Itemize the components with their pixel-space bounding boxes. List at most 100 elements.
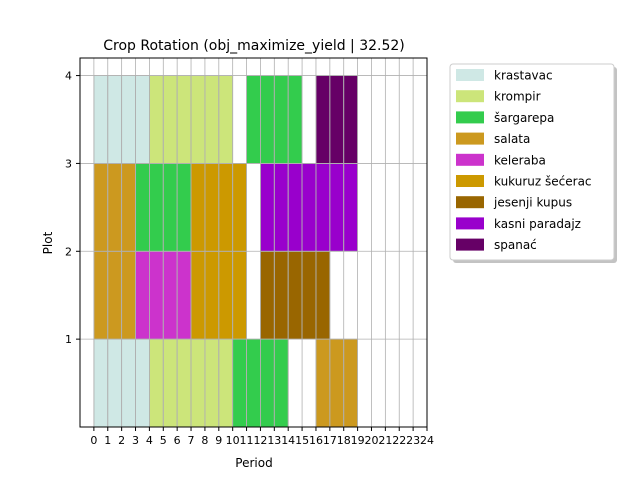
planting-cell <box>315 75 331 164</box>
legend-swatch <box>456 238 484 251</box>
legend-entry: kukuruz šećerac <box>456 175 592 189</box>
planting-bar <box>315 75 359 164</box>
x-tick-label: 2 <box>118 434 125 447</box>
planting-cell <box>343 338 359 428</box>
planting-cell <box>287 163 303 252</box>
planting-cell <box>121 250 136 340</box>
legend-swatch <box>456 132 484 145</box>
planting-cell <box>301 163 317 252</box>
chart-title: Crop Rotation (obj_maximize_yield | 32.5… <box>103 38 405 54</box>
legend-label: krastavac <box>494 69 553 83</box>
planting-cell <box>190 338 206 428</box>
planting-bar <box>315 338 359 428</box>
planting-bar <box>260 250 331 340</box>
legend-label: kukuruz šećerac <box>494 175 592 189</box>
planting-cell <box>343 75 359 164</box>
planting-cell <box>121 163 136 252</box>
planting-cell <box>273 75 289 164</box>
legend-label: spanać <box>494 238 537 252</box>
planting-cell <box>135 338 150 428</box>
planting-cell <box>162 75 178 164</box>
planting-cell <box>315 250 331 340</box>
planting-cell <box>93 250 109 340</box>
legend-entry: šargarepa <box>456 111 554 125</box>
x-axis-ticks: 0 1 2 3 4 5 6 7 8 9 10 11 12 13 14 15 16 17 18 19 20 21 22 23 24 <box>90 427 434 447</box>
legend-label: krompir <box>494 90 541 104</box>
planting-cell <box>260 163 275 252</box>
x-tick-label: 12 <box>253 434 267 447</box>
x-tick-label: 23 <box>406 434 420 447</box>
planting-cell <box>135 250 150 340</box>
planting-cell <box>176 163 192 252</box>
legend-entry: jesenji kupus <box>456 196 572 210</box>
planting-cell <box>135 163 150 252</box>
planting-cell <box>204 250 220 340</box>
planting-cell <box>218 338 234 428</box>
x-tick-label: 20 <box>364 434 378 447</box>
planting-cell <box>315 338 331 428</box>
planting-cell <box>190 75 206 164</box>
legend-swatch <box>456 217 484 230</box>
planting-cell <box>162 338 178 428</box>
x-tick-label: 6 <box>174 434 181 447</box>
planting-cell <box>121 338 136 428</box>
legend-label: šargarepa <box>494 111 554 125</box>
x-tick-label: 5 <box>160 434 167 447</box>
planting-cell <box>273 163 289 252</box>
y-tick-label: 3 <box>65 157 72 170</box>
legend-label: kasni paradajz <box>494 217 581 231</box>
planting-cell <box>204 163 220 252</box>
planting-cell <box>135 75 150 164</box>
legend-swatch <box>456 153 484 166</box>
planting-bar <box>246 75 303 164</box>
planting-bar <box>93 250 136 340</box>
x-tick-label: 18 <box>337 434 351 447</box>
x-tick-label: 1 <box>104 434 111 447</box>
planting-cell <box>260 338 275 428</box>
planting-cell <box>107 163 123 252</box>
x-tick-label: 0 <box>90 434 97 447</box>
planting-cell <box>148 163 164 252</box>
legend-entries: krastavac krompir šargarepa salata keleraba k… <box>456 69 592 252</box>
planting-cell <box>204 75 220 164</box>
planting-cell <box>301 250 317 340</box>
x-tick-label: 24 <box>420 434 434 447</box>
legend-swatch <box>456 69 484 81</box>
planting-bar <box>135 250 192 340</box>
legend-entry: krastavac <box>456 69 553 83</box>
planting-cell <box>329 163 345 252</box>
legend-swatch <box>456 196 484 209</box>
planting-cell <box>162 250 178 340</box>
legend-entry: krompir <box>456 90 541 104</box>
planting-cell <box>93 338 109 428</box>
x-tick-label: 8 <box>201 434 208 447</box>
planting-cell <box>218 75 234 164</box>
x-tick-label: 3 <box>132 434 139 447</box>
planting-cell <box>273 338 289 428</box>
x-tick-label: 22 <box>392 434 406 447</box>
planting-cell <box>232 338 247 428</box>
legend-entry: salata <box>456 132 530 146</box>
planting-cell <box>232 250 247 340</box>
planting-cell <box>218 163 234 252</box>
planting-cell <box>315 163 331 252</box>
plot-area-frame <box>79 57 428 428</box>
x-tick-label: 16 <box>309 434 323 447</box>
legend-box <box>449 63 615 261</box>
planting-cell <box>260 250 275 340</box>
x-tick-label: 17 <box>323 434 337 447</box>
x-tick-label: 14 <box>281 434 295 447</box>
planting-cell <box>107 338 123 428</box>
planting-cell <box>246 75 261 164</box>
planting-cell <box>176 75 192 164</box>
planting-cell <box>287 75 303 164</box>
planting-bar <box>148 75 234 164</box>
x-tick-label: 19 <box>351 434 365 447</box>
planting-cell <box>343 163 359 252</box>
planting-cell <box>218 250 234 340</box>
legend-entry: keleraba <box>456 153 546 167</box>
planting-cell <box>190 163 206 252</box>
x-tick-label: 9 <box>215 434 222 447</box>
planting-cell <box>329 75 345 164</box>
